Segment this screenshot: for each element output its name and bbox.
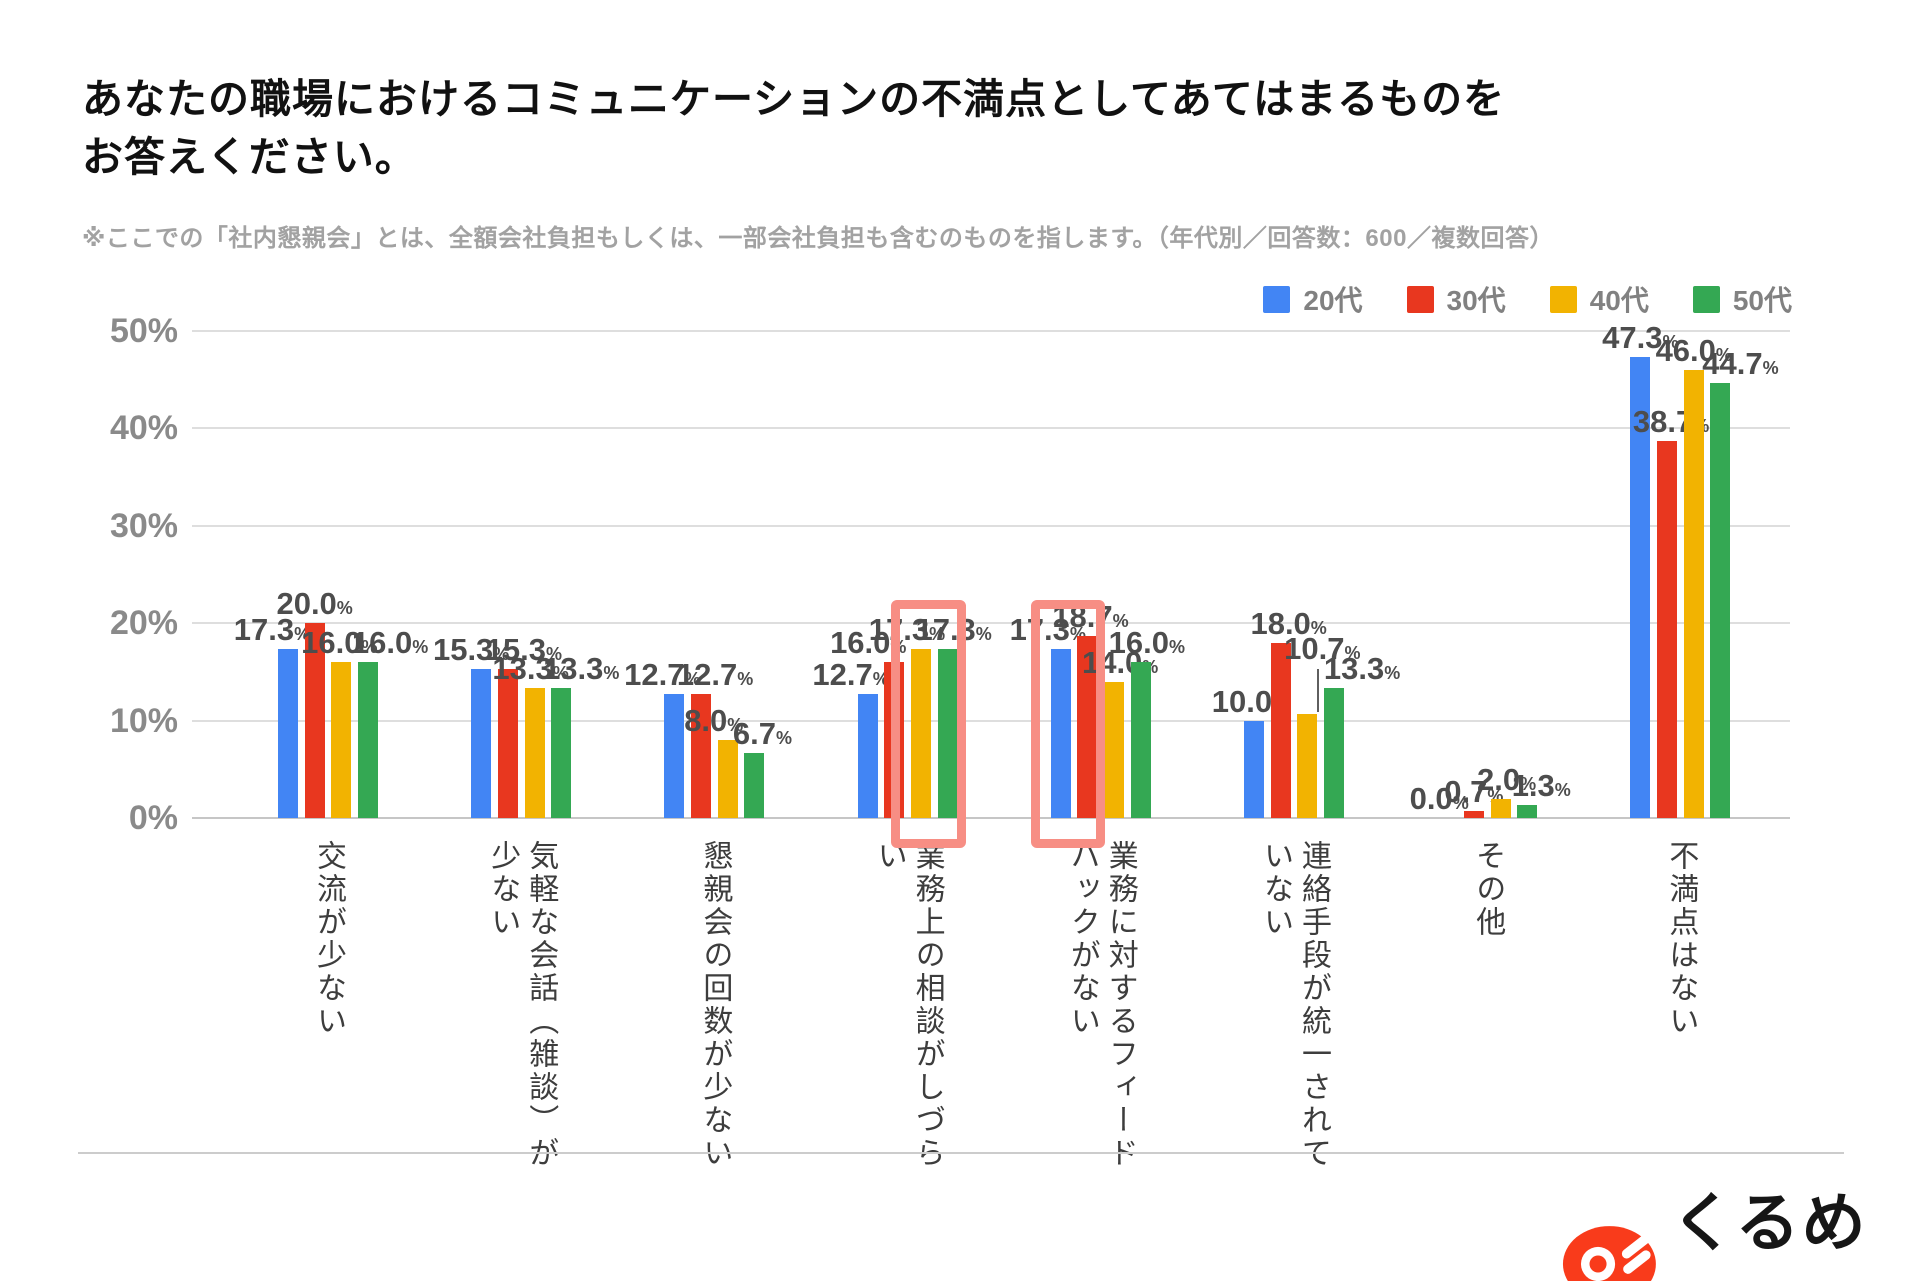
bar (1657, 441, 1678, 818)
category-label: 懇親会の回数が少ない (698, 840, 732, 1170)
bar (331, 662, 352, 818)
bar (1243, 720, 1264, 818)
bar (551, 688, 572, 818)
value-label: 15.3% (485, 631, 563, 667)
bar (1104, 681, 1125, 818)
highlight-box (1030, 600, 1106, 848)
category-label: 業務に対するフィード バックがない (1065, 840, 1137, 1170)
legend-label: 50代 (1732, 285, 1792, 316)
bar (304, 623, 325, 818)
bar (524, 688, 545, 818)
legend-swatch (1549, 285, 1577, 313)
y-tick-label: 50% (109, 312, 178, 350)
kurumeshi-logo-icon (1562, 1226, 1656, 1281)
bar (1630, 357, 1651, 818)
legend-label: 20代 (1303, 285, 1363, 316)
footer-divider (78, 1152, 1844, 1154)
legend-item: 20代 (1263, 279, 1363, 319)
value-label: 17.3% (915, 612, 992, 648)
y-tick-label: 20% (109, 604, 178, 643)
value-label: 13.3% (492, 651, 569, 687)
category-label: 気軽な会話（雑談）が 少ない (486, 840, 558, 1170)
legend-swatch (1263, 285, 1291, 313)
bar (497, 668, 518, 818)
bar (1270, 642, 1291, 818)
category-label: その他 (1471, 840, 1505, 939)
legend-swatch (1692, 285, 1720, 313)
y-tick-label: 0% (128, 799, 178, 837)
legend-item: 30代 (1406, 279, 1506, 319)
bar (717, 740, 738, 818)
bar (1297, 713, 1318, 818)
bar (910, 649, 931, 818)
bar (1710, 382, 1731, 818)
value-label: 13.3% (543, 651, 620, 687)
value-label: 16.0% (1108, 625, 1186, 661)
category-label: 業務上の相談がしづらい (872, 840, 944, 1170)
gridline (192, 719, 1790, 722)
gridline (192, 524, 1790, 527)
value-label: 16.0% (301, 625, 378, 661)
bar (358, 662, 379, 818)
category-label: 連絡手段が統一されて いない (1259, 840, 1330, 1170)
legend-item: 50代 (1692, 279, 1792, 319)
bar (691, 694, 712, 818)
y-tick-label: 40% (109, 409, 178, 448)
value-label: 15.3% (432, 631, 510, 667)
value-label: 46.0% (1655, 332, 1732, 368)
value-label: 20.0% (276, 586, 353, 622)
category-label: 不満点はない (1664, 840, 1698, 1038)
chart-title: あなたの職場におけるコミュニケーションの不満点としてあてはまるものを お答えくだ… (82, 76, 1506, 181)
value-label: 2.0% (1476, 761, 1537, 797)
value-label: 16.0% (351, 625, 429, 661)
bar (1050, 649, 1071, 818)
bar (1683, 369, 1704, 818)
gridline (192, 330, 1790, 332)
value-label: 1.3% (1511, 768, 1571, 804)
bar (277, 649, 298, 818)
y-tick-label: 30% (109, 506, 178, 545)
value-label: 8.0% (684, 703, 744, 739)
value-label: 10.7% (1284, 630, 1361, 666)
legend-item: 40代 (1549, 279, 1649, 319)
bar (857, 694, 878, 818)
value-label: 44.7% (1702, 345, 1779, 381)
value-label: 0.0% (1409, 781, 1469, 816)
highlight-box (890, 600, 966, 848)
value-label: 13.3% (1323, 651, 1401, 687)
legend-label: 40代 (1589, 285, 1649, 316)
bar (1077, 635, 1098, 818)
bar (937, 649, 958, 818)
brand-logo: くるめし (1562, 1172, 1920, 1281)
value-label: 12.7% (624, 657, 701, 693)
legend-swatch (1406, 285, 1434, 313)
legend: 20代 30代 40代 50代 (0, 279, 1792, 319)
value-label: 17.3% (1009, 612, 1086, 648)
bar (664, 694, 685, 818)
bar (744, 752, 765, 818)
value-label: 18.0% (1250, 605, 1327, 641)
bar (1490, 798, 1511, 818)
leader-line (1317, 668, 1320, 712)
kurumeshi-logo-text: くるめし (1670, 1187, 1868, 1281)
gridline (192, 622, 1790, 625)
bar (1324, 688, 1345, 818)
bar (1517, 805, 1538, 818)
gridline (192, 817, 1790, 819)
gridline (192, 427, 1790, 430)
category-label: 交流が少ない (312, 840, 345, 1038)
value-label: 12.7% (676, 657, 754, 693)
legend-label: 30代 (1446, 285, 1506, 316)
value-label: 47.3% (1602, 320, 1679, 356)
bar (471, 668, 492, 818)
y-tick-label: 10% (109, 701, 178, 740)
bar (1463, 811, 1484, 818)
value-label: 6.7% (732, 715, 792, 751)
bar (1130, 662, 1151, 818)
chart-subtitle: ※ここでの「社内懇親会」とは、全額会社負担もしくは、一部会社負担も含むのものを指… (82, 225, 1554, 252)
